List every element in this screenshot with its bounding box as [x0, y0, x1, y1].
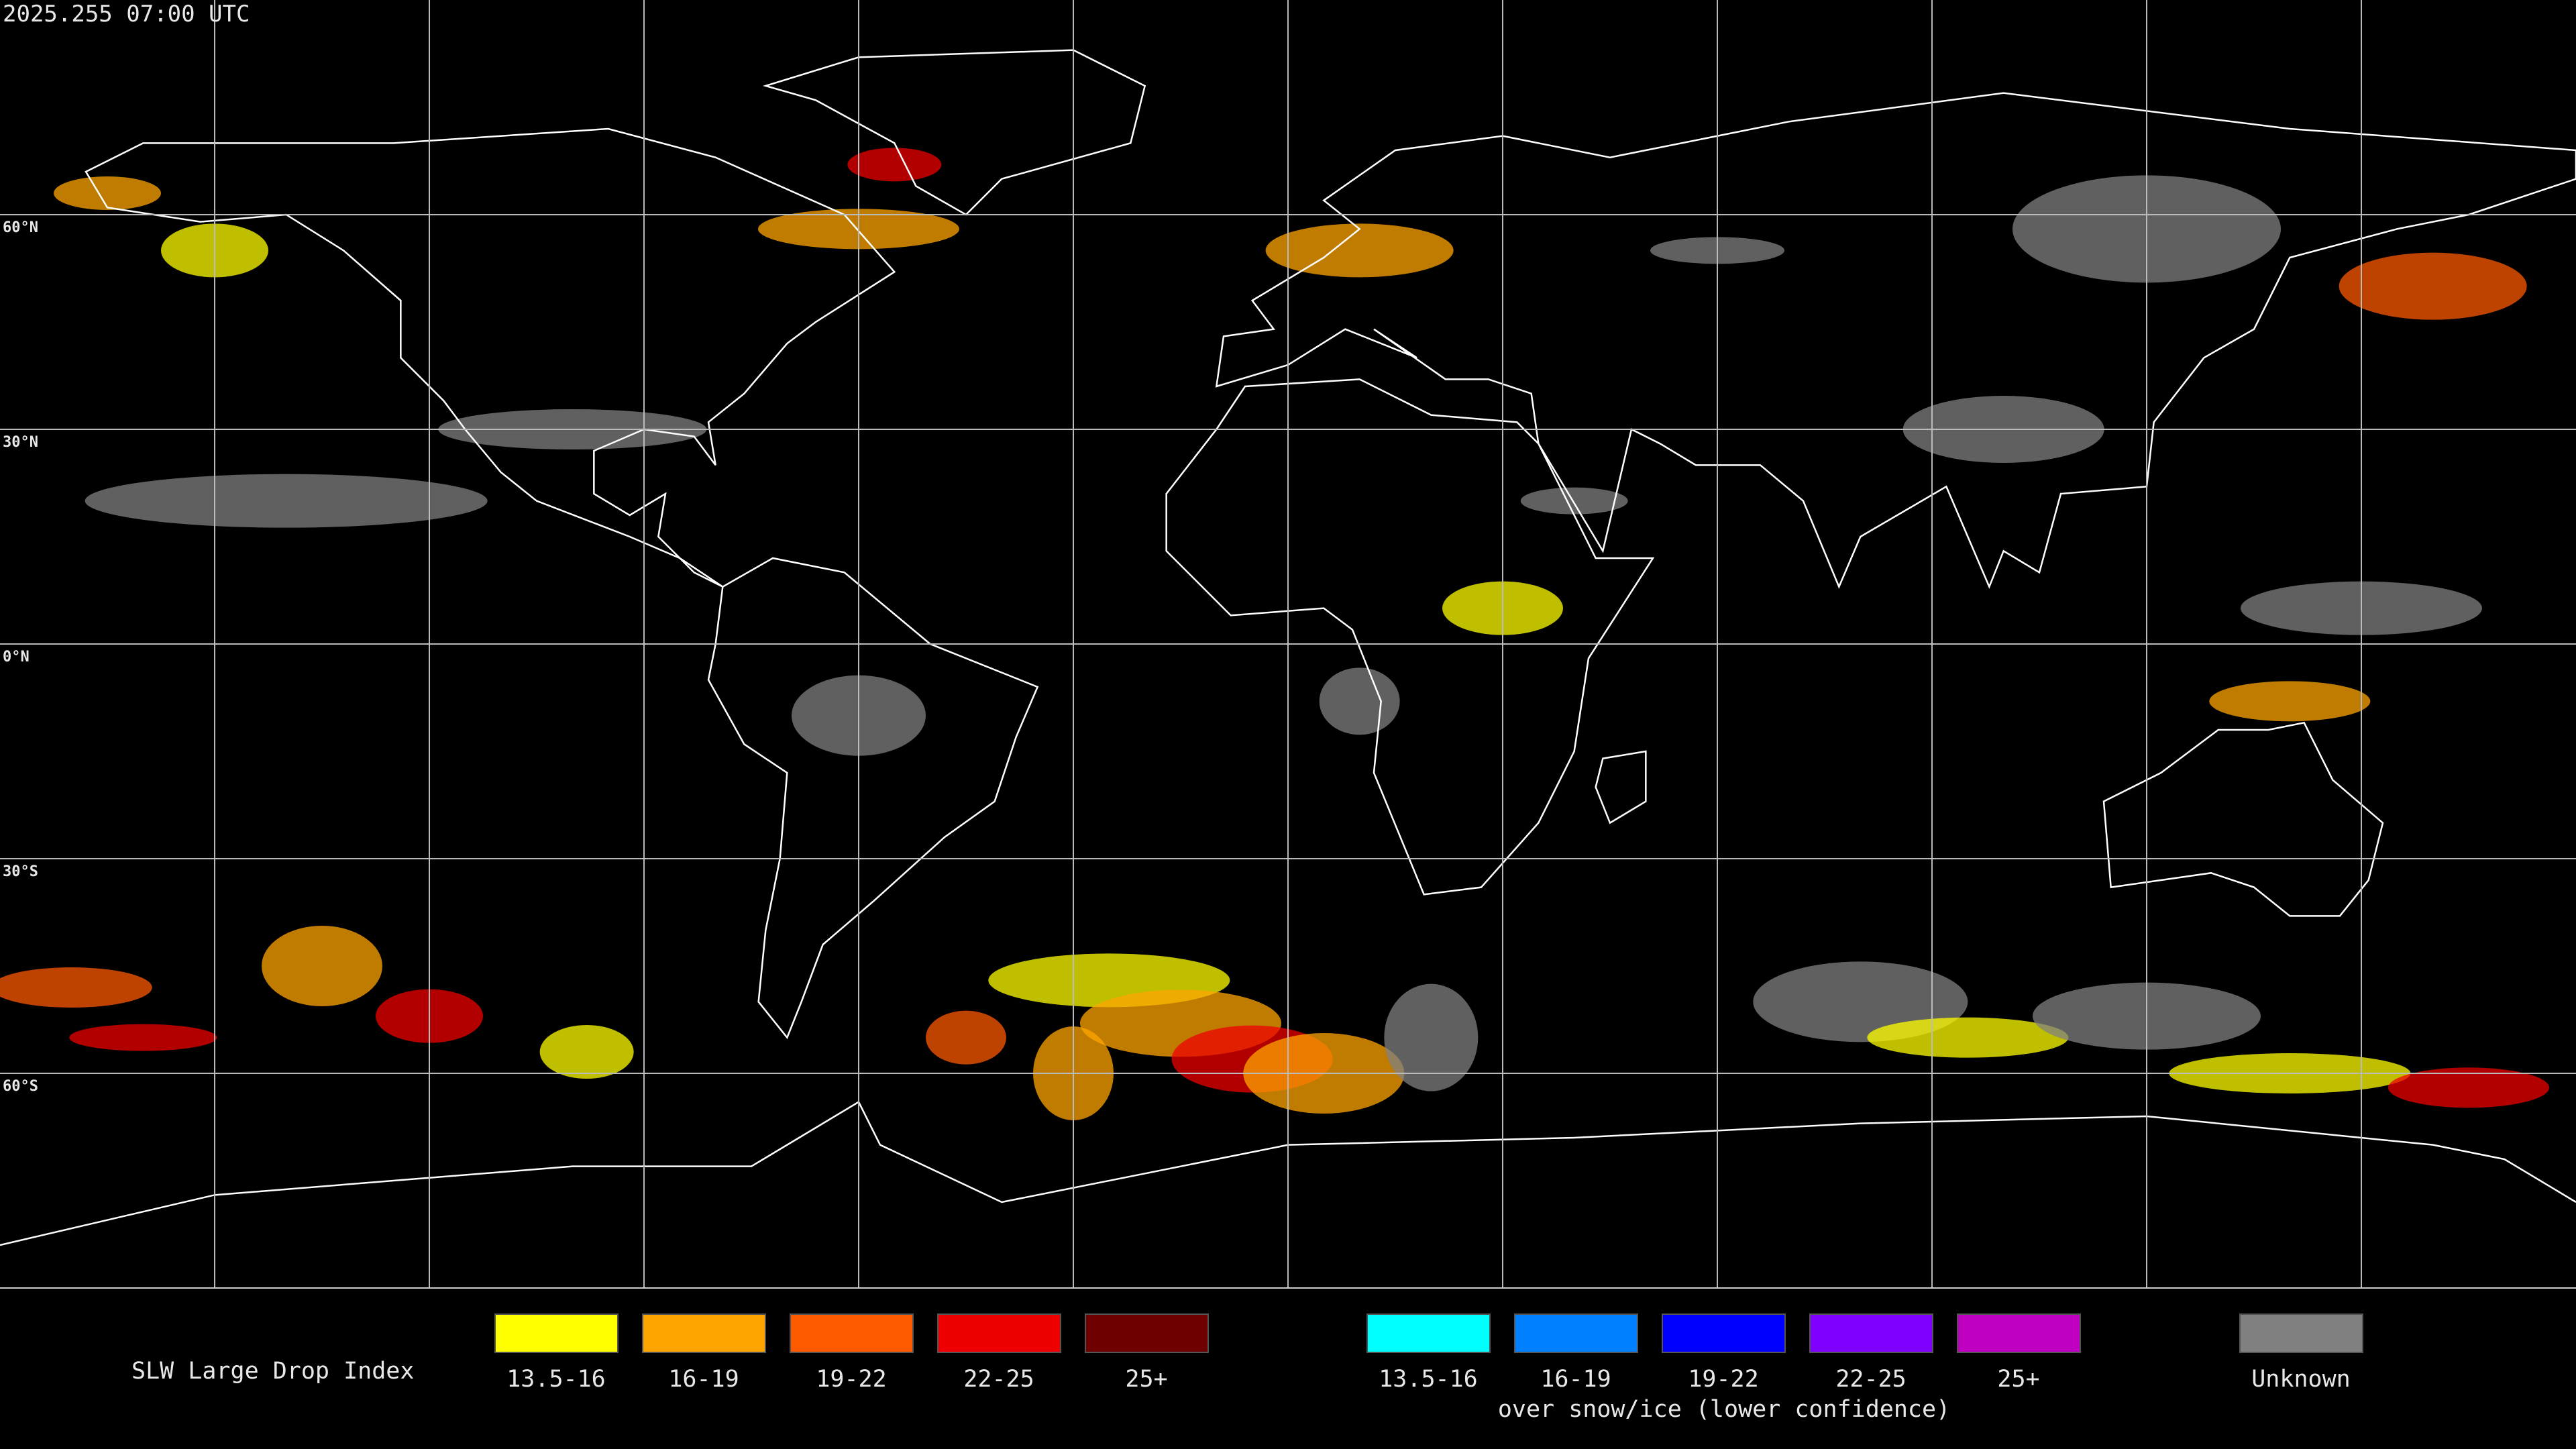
legend-swatch: [2239, 1313, 2363, 1353]
cloud-patch: [85, 474, 488, 528]
legend-label: 19-22: [1688, 1366, 1758, 1393]
lat-label: 30°N: [3, 434, 38, 451]
cloud-patch: [0, 967, 152, 1008]
legend: 60°N 30°N 0°N 30°S 60°S SLW Large Drop Index 1…: [3, 219, 2363, 1423]
cloud-patch: [2209, 681, 2371, 722]
cloud-patch: [1319, 667, 1400, 735]
coastline: [1595, 750, 1647, 824]
cloud-patch: [2388, 1067, 2549, 1108]
legend-label: 13.5-16: [506, 1366, 606, 1393]
coastline: [0, 1100, 2576, 1246]
legend-label: 25+: [1997, 1366, 2039, 1393]
cloud-patch: [539, 1025, 634, 1079]
legend-label: 16-19: [1540, 1366, 1611, 1393]
cloud-patch: [2339, 252, 2527, 320]
lat-label: 60°S: [3, 1078, 38, 1095]
legend-swatch: [1085, 1313, 1209, 1353]
legend-label: 22-25: [963, 1366, 1034, 1393]
cloud-patch: [1520, 487, 1628, 515]
legend-label: Unknown: [2251, 1366, 2351, 1393]
legend-swatch: [1514, 1313, 1638, 1353]
coastline: [707, 557, 1039, 1040]
cloud-patch: [1867, 1017, 2069, 1058]
legend-swatch: [642, 1313, 766, 1353]
coastline: [85, 127, 896, 588]
legend-swatch: [790, 1313, 914, 1353]
coastline: [2102, 721, 2384, 917]
coastline: [1165, 378, 1655, 896]
coastline: [1215, 92, 2576, 589]
legend-swatch: [1662, 1313, 1786, 1353]
coastline: [762, 49, 1146, 216]
legend-swatch: [937, 1313, 1061, 1353]
legend-label: 13.5-16: [1379, 1366, 1478, 1393]
cloud-patch: [1384, 983, 1479, 1091]
cloud-patch: [1265, 223, 1454, 278]
legend-label: 25+: [1125, 1366, 1167, 1393]
legend-swatch: [1809, 1313, 1933, 1353]
legend-swatch: [494, 1313, 619, 1353]
legend-swatch: [1957, 1313, 2081, 1353]
lat-label: 30°S: [3, 863, 38, 880]
lat-label: 0°N: [3, 649, 30, 665]
cloud-field: [0, 148, 2549, 1120]
lat-label: 60°N: [3, 219, 38, 236]
legend-label: 16-19: [668, 1366, 739, 1393]
cloud-patch: [54, 176, 161, 210]
cloud-patch: [847, 148, 942, 182]
graticule: [0, 0, 2576, 1288]
legend-caption: over snow/ice (lower confidence): [1498, 1396, 1950, 1423]
cloud-patch: [262, 926, 382, 1006]
legend-swatch: [1366, 1313, 1491, 1353]
legend-label: 22-25: [1835, 1366, 1906, 1393]
legend-label: 19-22: [816, 1366, 886, 1393]
legend-title: SLW Large Drop Index: [131, 1358, 414, 1385]
coastlines: [0, 49, 2576, 1246]
cloud-patch: [69, 1024, 217, 1051]
cloud-patch: [926, 1010, 1006, 1065]
timestamp: 2025.255 07:00 UTC: [3, 1, 250, 28]
